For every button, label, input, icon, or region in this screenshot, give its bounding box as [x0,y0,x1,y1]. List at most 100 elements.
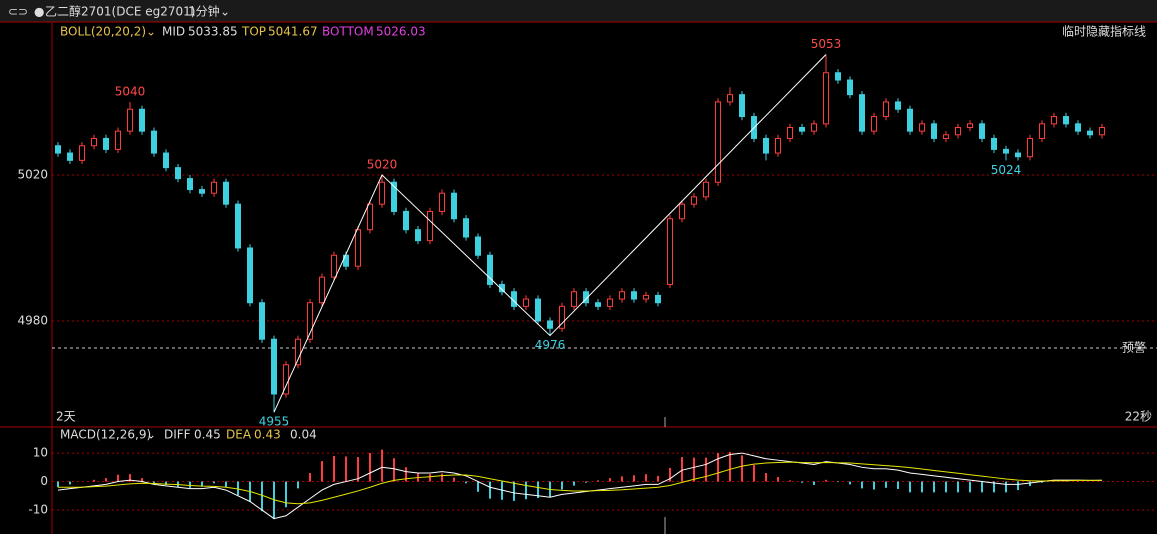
candle-body [703,181,709,198]
dot: ● [34,5,44,19]
candle-body [1039,123,1045,139]
candle-body [427,210,433,242]
dea-label: DEA [226,428,252,442]
candle-body [691,196,697,205]
candle-body [307,302,313,340]
candle-body [763,137,769,154]
candle-body [979,123,985,139]
candle-body [415,229,421,242]
caret[interactable]: ⌄ [146,25,156,39]
boll-name[interactable]: BOLL(20,20,2) [60,25,146,39]
candle-body [895,101,901,110]
pivot-label: 4976 [535,338,566,352]
candle-body [115,130,121,150]
candle-body [799,126,805,132]
candle-body [163,152,169,169]
candle-body [931,123,937,139]
macd-name[interactable]: MACD(12,26,9) [60,428,151,442]
macd-line [57,452,1103,520]
candle-body [331,254,337,278]
candle-body [619,291,625,300]
candle-body [199,189,205,194]
pivot-label: 4955 [259,415,290,429]
symbol[interactable]: 乙二醇2701(DCE eg2701) [45,4,195,19]
candle-body [319,276,325,304]
candle-body [1027,137,1033,158]
candle-body [379,181,385,205]
candle-body [151,130,157,154]
alert-label: 预警 [1122,339,1146,354]
candle-body [835,72,841,81]
dea-value: 0.43 [254,428,281,442]
hide-indicator-button[interactable]: 临时隐藏指标线 [1062,24,1146,39]
candle-body [523,298,529,307]
candle-body [475,236,481,256]
diff-value: 0.45 [194,428,221,442]
candle-body [67,152,73,161]
period[interactable]: 1分钟 [188,4,220,19]
candle-body [439,192,445,212]
macd-line [58,461,1103,505]
y-tick-label: 5020 [17,167,48,181]
candle-body [679,203,685,220]
candle-body [1087,130,1093,136]
candle-body [223,181,229,205]
candle-body [211,181,217,194]
candle-body [1051,116,1057,125]
caret[interactable]: ⌄ [146,428,156,442]
candle-body [907,108,913,132]
candle-body [883,101,889,118]
candle-body [943,134,949,139]
y-tick-label: 10 [33,446,48,460]
candle-body [775,137,781,154]
candle-body [259,302,265,340]
candle-body [967,123,973,128]
diff-label: DIFF [164,428,191,442]
boll-bottom-label: BOTTOM [322,25,374,39]
candle-body [55,145,61,154]
candle-body [367,203,373,231]
candle-body [643,294,649,300]
candle-body [583,291,589,304]
candle-body [787,126,793,139]
candle-body [103,137,109,150]
boll-top: 5041.67 [268,25,318,39]
y-tick-label: 0 [40,474,48,488]
candle-body [499,283,505,293]
toolbar [0,0,1157,22]
pivot-label: 5040 [115,84,146,98]
candle-body [271,338,277,395]
pivot-label: 5020 [367,157,398,171]
menu-icon[interactable]: ⊂⊃ [8,5,28,19]
candle-body [607,298,613,307]
y-tick-label: -10 [28,503,48,517]
candle-body [871,116,877,132]
left-note: 2天 [56,410,76,424]
candle-body [571,291,577,307]
candle-body [727,94,733,103]
candle-body [235,203,241,249]
pivot-label: 5053 [811,37,842,51]
candle-body [631,291,637,300]
candle-body [991,137,997,150]
boll-mid-label: MID [162,25,185,39]
candle-body [1099,126,1105,136]
candle-body [247,247,253,304]
candle-body [355,229,361,267]
candle-body [655,294,661,304]
candle-body [1075,123,1081,132]
candle-body [127,108,133,132]
y-tick-label: 4980 [17,313,48,327]
candle-body [451,192,457,220]
candle-body [859,94,865,132]
candle-body [487,254,493,285]
candle-body [535,298,541,322]
macd-value: 0.04 [290,428,317,442]
period-caret[interactable]: ⌄ [220,5,230,19]
candle-body [79,145,85,161]
candle-body [187,178,193,191]
candle-body [667,218,673,285]
candle-body [715,101,721,183]
